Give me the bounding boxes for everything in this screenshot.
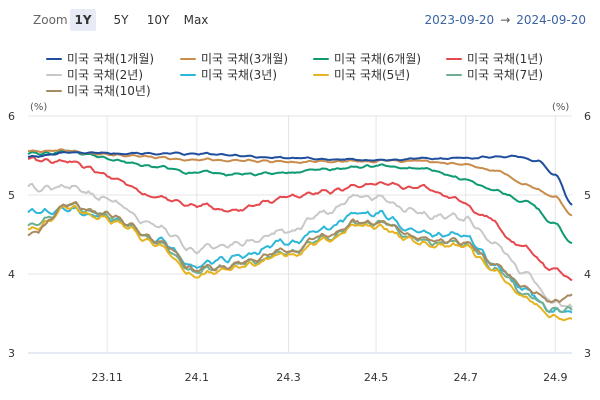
range-arrow-icon: → bbox=[500, 13, 511, 27]
x-tick-label: 24.9 bbox=[543, 371, 568, 384]
legend-label: 미국 국채(3개월) bbox=[201, 52, 289, 66]
legend-item-2y[interactable]: 미국 국채(2년) bbox=[46, 66, 143, 82]
legend-item-7y[interactable]: 미국 국채(7년) bbox=[446, 66, 543, 82]
y-tick-left: 5 bbox=[8, 189, 15, 202]
series-line-0 bbox=[27, 151, 573, 206]
legend-swatch bbox=[313, 73, 329, 76]
legend-item-1y[interactable]: 미국 국채(1년) bbox=[446, 50, 543, 66]
grid-layer bbox=[28, 115, 572, 354]
legend-label: 미국 국채(6개월) bbox=[334, 52, 422, 66]
y-unit-left: (%) bbox=[30, 102, 47, 113]
legend-label: 미국 국채(2년) bbox=[67, 68, 144, 82]
zoom-5y-button[interactable]: 5Y bbox=[113, 13, 129, 27]
x-tick-label: 24.5 bbox=[364, 371, 389, 384]
zoom-max-button[interactable]: Max bbox=[183, 13, 209, 27]
legend-label: 미국 국채(10년) bbox=[67, 84, 151, 98]
y-tick-left: 6 bbox=[8, 110, 15, 123]
legend-item-6m[interactable]: 미국 국채(6개월) bbox=[313, 50, 421, 66]
y-tick-right: 6 bbox=[584, 110, 591, 123]
legend-swatch bbox=[313, 57, 329, 60]
chart-legend: 미국 국채(1개월) 미국 국채(3개월) 미국 국채(6개월) 미국 국채(1… bbox=[0, 44, 600, 100]
series-layer bbox=[27, 148, 573, 322]
series-line-6 bbox=[27, 204, 573, 322]
legend-swatch bbox=[46, 89, 62, 92]
legend-label: 미국 국채(1개월) bbox=[67, 52, 155, 66]
series-line-2 bbox=[27, 149, 573, 245]
legend-item-10y[interactable]: 미국 국채(10년) bbox=[46, 82, 151, 98]
legend-swatch bbox=[46, 57, 62, 60]
legend-label: 미국 국채(7년) bbox=[467, 68, 544, 82]
y-tick-left: 3 bbox=[8, 347, 15, 360]
legend-label: 미국 국채(5년) bbox=[334, 68, 411, 82]
legend-item-1m[interactable]: 미국 국채(1개월) bbox=[46, 50, 154, 66]
y-tick-right: 5 bbox=[584, 189, 591, 202]
y-tick-right: 3 bbox=[584, 347, 591, 360]
legend-swatch bbox=[180, 73, 196, 76]
y-tick-right: 4 bbox=[584, 268, 591, 281]
legend-label: 미국 국채(1년) bbox=[467, 52, 544, 66]
legend-item-3y[interactable]: 미국 국채(3년) bbox=[180, 66, 277, 82]
chart-toolbar: Zoom 1Y 5Y 10Y Max 2023-09-20 → 2024-09-20 bbox=[0, 0, 600, 40]
legend-label: 미국 국채(3년) bbox=[201, 68, 278, 82]
series-line-8 bbox=[27, 201, 573, 304]
y-unit-right: (%) bbox=[552, 102, 569, 113]
legend-item-3m[interactable]: 미국 국채(3개월) bbox=[180, 50, 288, 66]
y-tick-left: 4 bbox=[8, 268, 15, 281]
zoom-10y-button[interactable]: 10Y bbox=[146, 13, 170, 27]
x-tick-label: 23.11 bbox=[91, 371, 123, 384]
range-start-date[interactable]: 2023-09-20 bbox=[424, 13, 495, 27]
x-tick-label: 24.3 bbox=[276, 371, 301, 384]
legend-swatch bbox=[180, 57, 196, 60]
zoom-label: Zoom bbox=[33, 13, 68, 27]
range-end-date[interactable]: 2024-09-20 bbox=[516, 13, 586, 27]
legend-swatch bbox=[46, 73, 62, 76]
x-tick-label: 24.1 bbox=[185, 371, 210, 384]
date-range: 2023-09-20 → 2024-09-20 bbox=[424, 13, 586, 27]
zoom-1y-button[interactable]: 1Y bbox=[70, 9, 96, 31]
legend-swatch bbox=[446, 73, 462, 76]
series-line-3 bbox=[27, 156, 573, 282]
legend-swatch bbox=[446, 57, 462, 60]
x-tick-label: 24.7 bbox=[453, 371, 478, 384]
legend-item-5y[interactable]: 미국 국채(5년) bbox=[313, 66, 410, 82]
axis-layer: 3 3 4 4 5 5 6 6 (%) (%) 23.11 24.1 24.3 24.5 24.7 24.9 bbox=[8, 102, 591, 384]
series-line-4 bbox=[27, 182, 573, 309]
